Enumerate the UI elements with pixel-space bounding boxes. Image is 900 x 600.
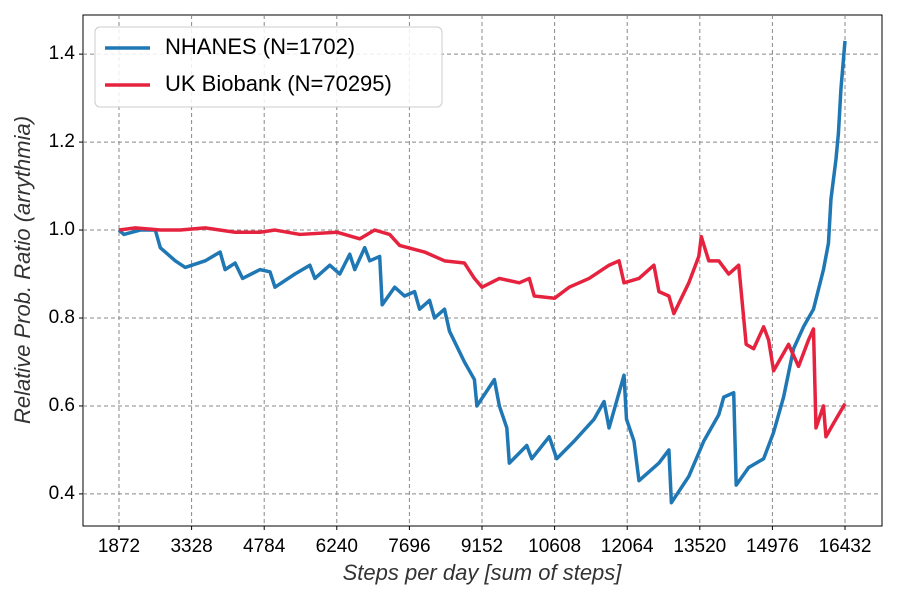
legend-box <box>94 26 443 108</box>
data-line <box>118 226 847 439</box>
x-tick-label: 3328 <box>170 536 212 557</box>
x-tick-label: 12064 <box>601 536 654 557</box>
x-tick-label: 4784 <box>243 536 286 557</box>
x-tick-label: 9152 <box>461 536 503 557</box>
x-tick-label: 10608 <box>528 536 581 557</box>
y-tick-label: 1.4 <box>49 43 76 64</box>
x-tick-label: 7696 <box>388 536 430 557</box>
data-line <box>117 40 847 505</box>
y-tick-label: 0.6 <box>49 395 75 416</box>
x-tick-label: 14976 <box>746 536 799 557</box>
legend-label: UK Biobank (N=70295) <box>165 71 392 96</box>
y-tick-label: 1.2 <box>49 131 75 152</box>
y-tick-label: 0.4 <box>49 483 76 504</box>
y-tick-label: 0.8 <box>49 307 75 328</box>
y-tick-label: 1.0 <box>49 219 75 240</box>
x-tick-label: 16432 <box>819 536 872 557</box>
x-tick-label: 13520 <box>673 536 726 557</box>
x-tick-label: 1872 <box>98 536 140 557</box>
y-axis-label: Relative Prob. Ratio (arrythmia) <box>10 116 35 424</box>
x-tick-label: 6240 <box>316 536 358 557</box>
x-axis-label: Steps per day [sum of steps] <box>343 560 623 585</box>
legend-label: NHANES (N=1702) <box>165 34 355 59</box>
